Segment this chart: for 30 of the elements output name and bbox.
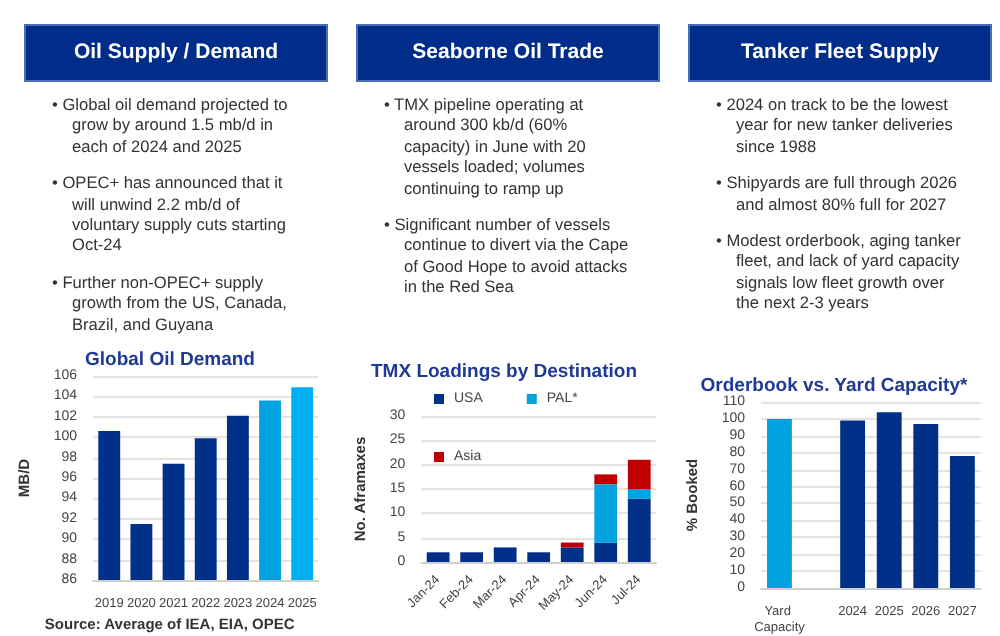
bar bbox=[840, 420, 866, 588]
text: • Global oil demand projected to grow by around 1.5 mb/d in each of 2024 and 2025 bbox=[52, 94, 290, 157]
text: • Significant number of vessels continue to divert via the Cape of Good Hope to avoid attacks in the Red Sea bbox=[384, 214, 631, 298]
bar bbox=[527, 552, 551, 563]
bar bbox=[594, 474, 618, 485]
bar bbox=[767, 418, 792, 588]
text: • TMX pipeline operating at around 300 kb/d (60% capacity) in June with 20 vessels loaded; volumes continuing to ramp up bbox=[384, 94, 588, 199]
text: • Further non-OPEC+ supply growth from the US, Canada, Brazil, and Guyana bbox=[52, 271, 289, 335]
text: • 2024 on track to be the lowest year for new tanker deliveries since 1988 bbox=[716, 94, 955, 157]
text: • Shipyards are full through 2026 and almost 80% full for 2027 bbox=[716, 172, 960, 215]
bar bbox=[949, 456, 975, 588]
text: Tanker Fleet Supply bbox=[688, 24, 992, 82]
bar bbox=[560, 547, 584, 563]
bar bbox=[876, 412, 902, 588]
bar bbox=[627, 459, 651, 490]
bar bbox=[594, 542, 618, 563]
bar bbox=[913, 423, 939, 588]
text: • OPEC+ has announced that it will unwind 2.2 mb/d of voluntary supply cuts starting Oct-24 bbox=[52, 172, 288, 256]
text: Oil Supply / Demand bbox=[24, 24, 328, 82]
chart-title: Global Oil Demand bbox=[85, 349, 256, 371]
text: • Modest orderbook, aging tanker fleet, and lack of yard capacity signals low fleet growth over the next 2-3 years bbox=[716, 230, 963, 314]
bar bbox=[460, 552, 484, 563]
chart-title: TMX Loadings by Destination bbox=[370, 361, 638, 383]
bar bbox=[594, 484, 618, 543]
chart-title: Orderbook vs. Yard Capacity* bbox=[700, 375, 968, 397]
bar bbox=[627, 498, 651, 563]
bar bbox=[426, 552, 450, 563]
text: Seaborne Oil Trade bbox=[356, 24, 660, 82]
bar bbox=[493, 547, 517, 563]
bar bbox=[627, 489, 651, 499]
